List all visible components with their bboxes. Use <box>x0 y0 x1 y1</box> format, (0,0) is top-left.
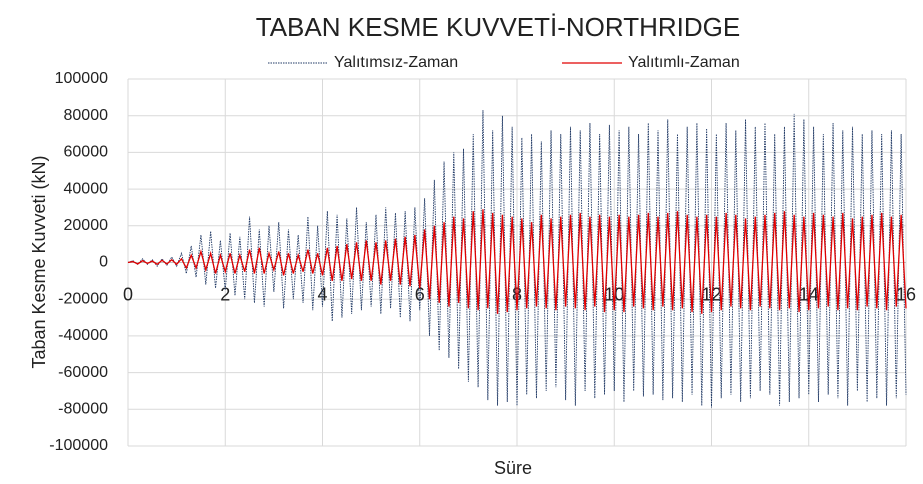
x-axis-label: Süre <box>494 458 532 478</box>
x-tick-label: 0 <box>123 284 133 304</box>
y-tick-label: -100000 <box>49 437 108 454</box>
x-tick-label: 4 <box>317 284 327 304</box>
x-tick-label: 16 <box>896 284 916 304</box>
y-tick-label: 20000 <box>64 217 109 234</box>
y-tick-label: 40000 <box>64 180 109 197</box>
chart-title: TABAN KESME KUVVETİ-NORTHRIDGE <box>256 12 740 42</box>
x-tick-label: 2 <box>220 284 230 304</box>
y-axis-label: Taban Kesme Kuvveti (kN) <box>29 155 49 368</box>
y-tick-label: 60000 <box>64 144 109 161</box>
y-tick-label: -60000 <box>58 364 108 381</box>
legend-label: Yalıtımsız-Zaman <box>334 54 458 71</box>
x-tick-label: 8 <box>512 284 522 304</box>
y-tick-label: 0 <box>99 254 108 271</box>
y-tick-label: 80000 <box>64 107 109 124</box>
x-tick-label: 14 <box>799 284 819 304</box>
x-tick-label: 10 <box>604 284 624 304</box>
x-tick-label: 12 <box>701 284 721 304</box>
y-tick-label: -80000 <box>58 401 108 418</box>
y-tick-label: 100000 <box>55 70 108 87</box>
x-tick-label: 6 <box>415 284 425 304</box>
y-tick-label: -20000 <box>58 290 108 307</box>
series-line <box>127 209 907 314</box>
y-tick-label: -40000 <box>58 327 108 344</box>
legend-label: Yalıtımlı-Zaman <box>628 54 740 71</box>
